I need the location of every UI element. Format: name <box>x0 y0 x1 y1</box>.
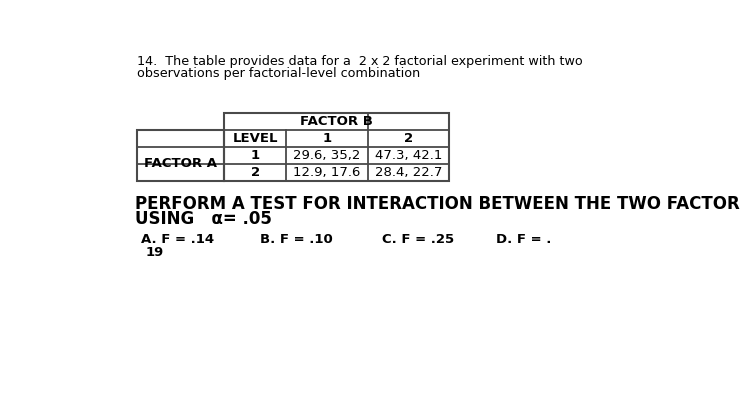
Bar <box>138 130 224 181</box>
Text: 12.9, 17.6: 12.9, 17.6 <box>293 166 360 179</box>
Text: 1: 1 <box>251 149 260 162</box>
Text: D. F = .: D. F = . <box>497 233 551 246</box>
Text: 19: 19 <box>145 245 164 258</box>
Text: 14.  The table provides data for a  2 x 2 factorial experiment with two: 14. The table provides data for a 2 x 2 … <box>138 55 583 68</box>
Text: C. F = .25: C. F = .25 <box>382 233 454 246</box>
Text: FACTOR B: FACTOR B <box>300 115 373 128</box>
Text: USING   α= .05: USING α= .05 <box>135 210 272 228</box>
Text: A. F = .14: A. F = .14 <box>141 233 215 246</box>
Text: FACTOR A: FACTOR A <box>144 157 218 170</box>
Text: 29.6, 35,2: 29.6, 35,2 <box>293 149 360 162</box>
Text: LEVEL: LEVEL <box>232 132 278 145</box>
Text: 1: 1 <box>323 132 332 145</box>
Text: 28.4, 22.7: 28.4, 22.7 <box>374 166 442 179</box>
Text: PERFORM A TEST FOR INTERACTION BETWEEN THE TWO FACTORS: PERFORM A TEST FOR INTERACTION BETWEEN T… <box>135 195 740 213</box>
Text: 2: 2 <box>251 166 260 179</box>
Text: 47.3, 42.1: 47.3, 42.1 <box>374 149 442 162</box>
Text: observations per factorial-level combination: observations per factorial-level combina… <box>138 67 421 80</box>
Text: 2: 2 <box>404 132 413 145</box>
Text: B. F = .10: B. F = .10 <box>260 233 333 246</box>
Bar <box>224 113 449 181</box>
